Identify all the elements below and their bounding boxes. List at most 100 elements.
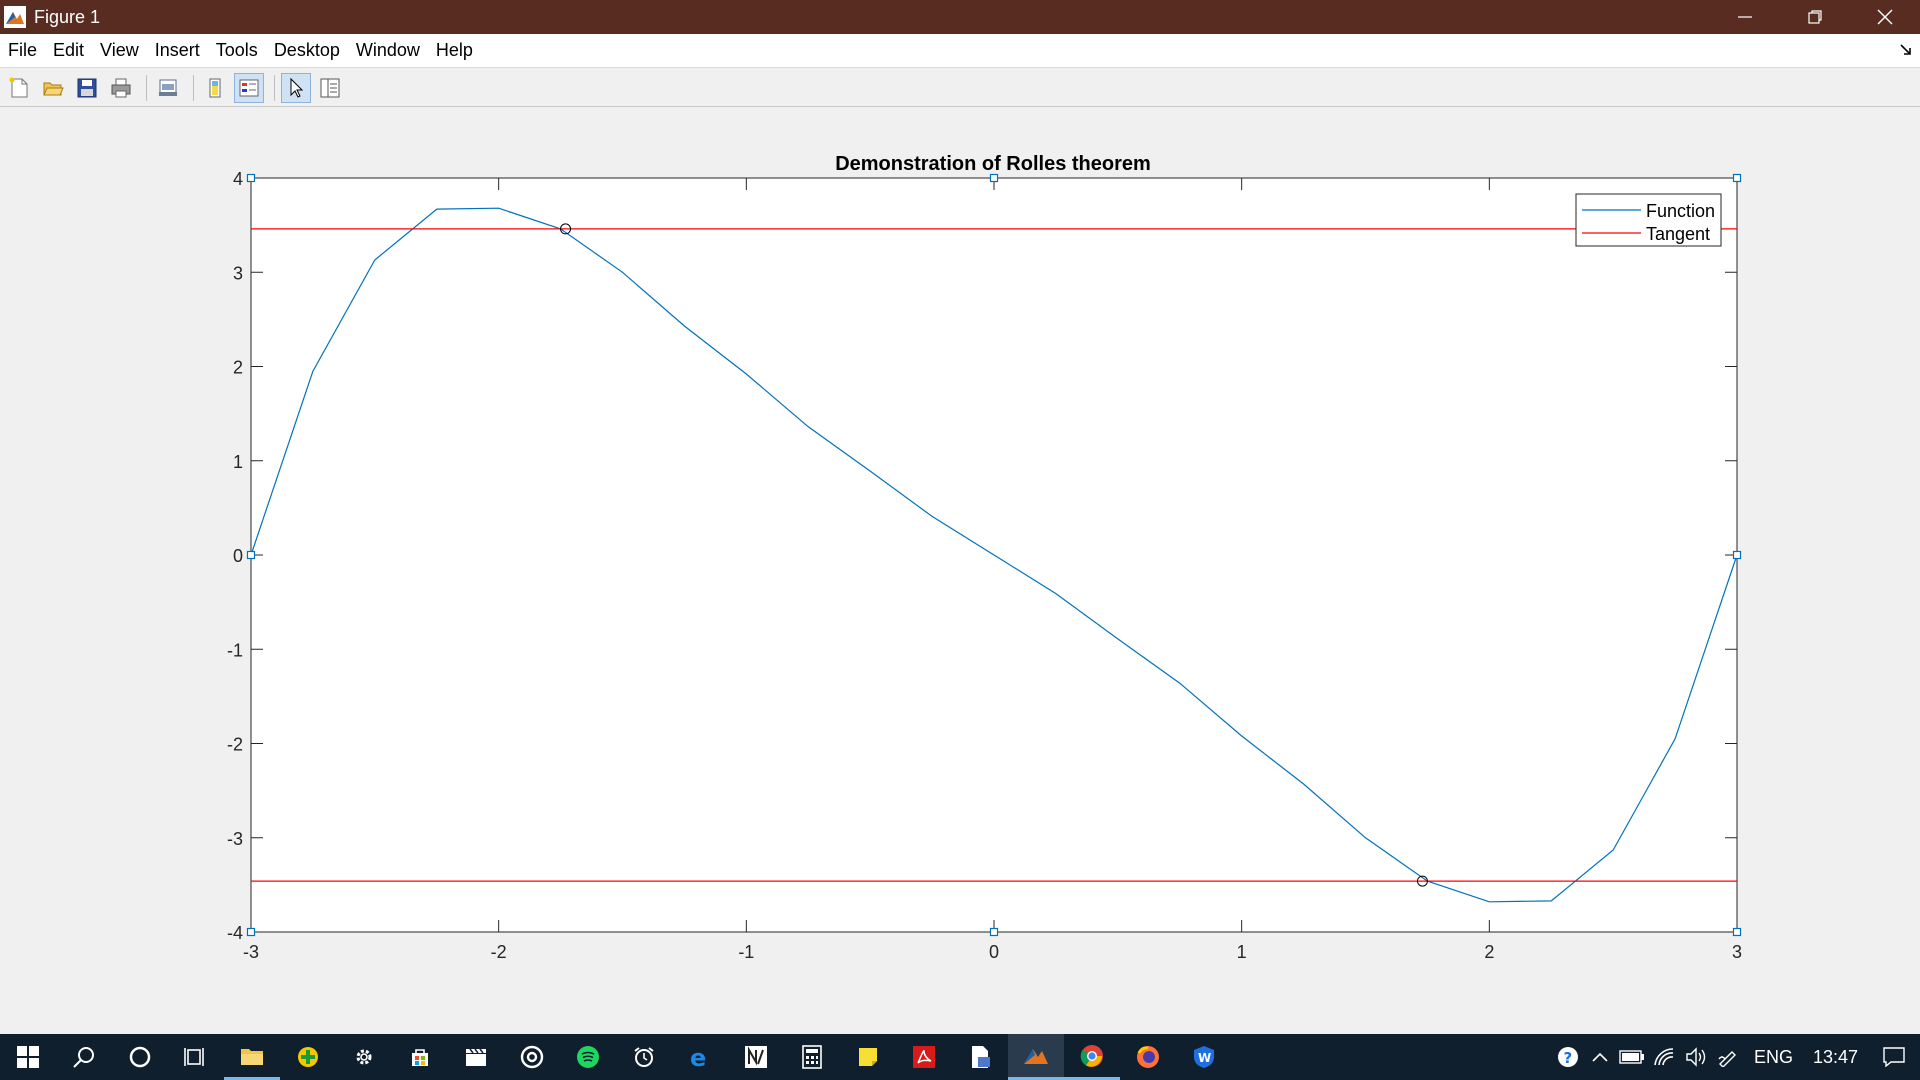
toolbar-separator (274, 74, 275, 101)
clock[interactable]: 13:47 (1812, 1046, 1858, 1067)
x-tick-label: 2 (1484, 942, 1494, 962)
y-tick-label: 2 (233, 358, 243, 378)
restore-button[interactable] (1780, 0, 1850, 34)
taskbar-music[interactable] (504, 1034, 560, 1080)
action-center-button[interactable] (1868, 1034, 1920, 1080)
legend-label-tangent: Tangent (1646, 224, 1710, 244)
taskbar-app-n[interactable] (728, 1034, 784, 1080)
save-button[interactable] (72, 73, 102, 103)
open-file-button[interactable] (38, 73, 68, 103)
open-folder-icon (43, 82, 64, 95)
language-indicator[interactable]: ENG (1753, 1046, 1793, 1067)
taskbar-file-explorer[interactable] (224, 1034, 280, 1080)
taskbar-acrobat[interactable] (896, 1034, 952, 1080)
dock-figure-icon[interactable] (1900, 44, 1912, 56)
figure-canvas[interactable]: Demonstration of Rolles theorem -3 -2 -1 0 1… (0, 108, 1920, 1033)
app-w-shield-icon: W (1194, 1046, 1214, 1068)
show-hidden-icons-button[interactable] (1584, 1034, 1616, 1080)
menu-file[interactable]: File (8, 40, 38, 60)
minimize-icon (1738, 16, 1752, 18)
windows-logo-icon (17, 1046, 39, 1068)
new-file-icon (9, 77, 28, 97)
y-tick-label: -4 (227, 923, 243, 943)
print-button[interactable] (106, 73, 136, 103)
restore-icon (1808, 10, 1822, 24)
selection-handle (989, 927, 999, 937)
cortana-button[interactable] (112, 1034, 168, 1080)
menu-bar: File Edit View Insert Tools Desktop Wind… (0, 34, 1920, 68)
selection-handle (246, 173, 256, 183)
matlab-app-icon (4, 6, 26, 28)
y-tick-label: -2 (227, 735, 243, 755)
battery-icon (1619, 1050, 1644, 1064)
svg-text:e: e (690, 1045, 706, 1069)
taskbar-edge[interactable]: e (672, 1034, 728, 1080)
selection-handle (246, 927, 256, 937)
y-tick-label: 4 (233, 169, 243, 189)
app-green-icon (298, 1047, 318, 1067)
selection-handle (1732, 550, 1742, 560)
wifi-tray-button[interactable] (1648, 1034, 1680, 1080)
edge-browser-icon: e (690, 1045, 706, 1069)
svg-text:W: W (1198, 1051, 1211, 1065)
print-preview-icon (159, 79, 177, 96)
file-explorer-icon (241, 1048, 263, 1065)
menu-desktop[interactable]: Desktop (273, 40, 340, 60)
taskbar-sticky-notes[interactable] (840, 1034, 896, 1080)
pen-tray-button[interactable] (1712, 1034, 1744, 1080)
taskbar-store[interactable] (392, 1034, 448, 1080)
plot-area[interactable]: Demonstration of Rolles theorem -3 -2 -1 0 1… (0, 108, 1920, 1033)
menu-window[interactable]: Window (355, 40, 420, 60)
new-figure-button[interactable] (4, 73, 34, 103)
title-bar: Figure 1 (0, 0, 1920, 34)
taskbar-alarms[interactable] (616, 1034, 672, 1080)
document-app-icon (972, 1046, 990, 1068)
search-button[interactable] (56, 1034, 112, 1080)
x-tick-label: 3 (1732, 942, 1742, 962)
print-preview-button[interactable] (153, 73, 183, 103)
taskbar-video[interactable] (448, 1034, 504, 1080)
taskbar-spotify[interactable] (560, 1034, 616, 1080)
menu-tools[interactable]: Tools (215, 40, 258, 60)
toolbar-separator (193, 74, 194, 101)
menu-view[interactable]: View (100, 40, 139, 60)
pointer-arrow-icon (290, 77, 304, 98)
close-button[interactable] (1850, 0, 1920, 34)
task-view-button[interactable] (168, 1034, 224, 1080)
battery-tray-button[interactable] (1616, 1034, 1648, 1080)
selection-handle (246, 550, 256, 560)
chart-title: Demonstration of Rolles theorem (835, 153, 1151, 175)
volume-tray-button[interactable] (1680, 1034, 1712, 1080)
y-tick-label: -1 (227, 640, 243, 660)
insert-legend-button[interactable] (234, 72, 264, 103)
menu-edit[interactable]: Edit (53, 40, 85, 60)
calculator-icon (802, 1045, 822, 1069)
legend[interactable]: Function Tangent (1575, 193, 1722, 247)
x-tick-label: -3 (243, 942, 259, 962)
wifi-icon (1654, 1048, 1674, 1066)
taskbar-settings[interactable] (336, 1034, 392, 1080)
store-bag-icon (412, 1049, 428, 1066)
minimize-button[interactable] (1710, 0, 1780, 34)
menu-insert[interactable]: Insert (154, 40, 200, 60)
menu-help[interactable]: Help (435, 40, 473, 60)
taskbar-app-w[interactable]: W (1176, 1034, 1232, 1080)
selection-handle (989, 173, 999, 183)
toolbar (0, 69, 1920, 107)
taskbar-document-app[interactable] (952, 1034, 1008, 1080)
taskbar-firefox[interactable] (1120, 1034, 1176, 1080)
selection-handle (1732, 173, 1742, 183)
insert-colorbar-button[interactable] (200, 73, 230, 103)
help-tray-button[interactable]: ? (1552, 1034, 1584, 1080)
start-button[interactable] (0, 1034, 56, 1080)
taskbar-chrome[interactable] (1064, 1034, 1120, 1080)
taskbar-calculator[interactable] (784, 1034, 840, 1080)
property-inspector-button[interactable] (315, 73, 345, 103)
data-series (250, 207, 1738, 903)
toolbar-separator (146, 74, 147, 101)
sticky-note-icon (859, 1048, 877, 1066)
edit-plot-button[interactable] (281, 72, 311, 103)
taskbar-matlab[interactable] (1008, 1034, 1064, 1080)
taskbar-app-green[interactable] (280, 1034, 336, 1080)
